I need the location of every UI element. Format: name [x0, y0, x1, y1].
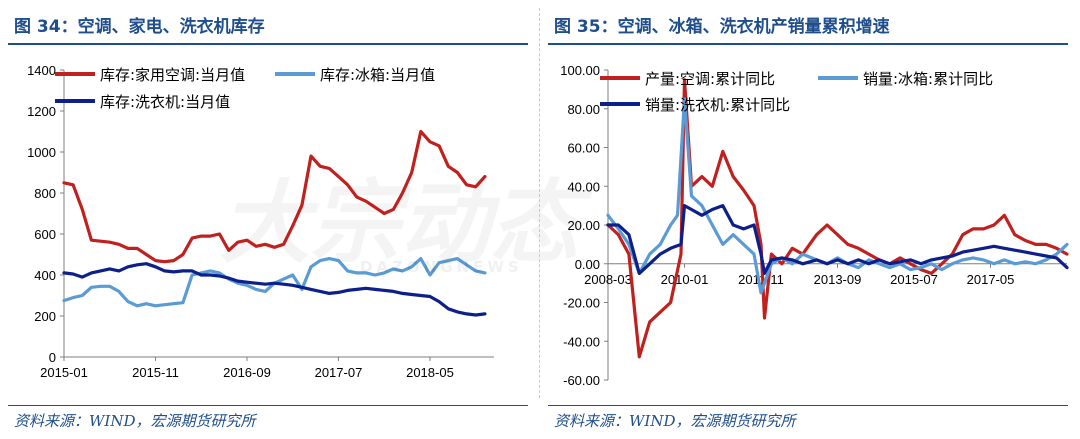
y-tick-label: 800 — [34, 186, 56, 201]
x-tick-label: 2011-11 — [738, 272, 784, 287]
y-tick-label: -60.00 — [563, 373, 600, 388]
watermark: 大宗动态 — [220, 150, 580, 280]
y-tick-label: 80.00 — [567, 102, 600, 117]
x-tick-label: 2017-05 — [967, 272, 1015, 287]
series-line — [606, 204, 1069, 275]
y-tick-label: 1000 — [27, 145, 56, 160]
footer-rule — [8, 405, 528, 406]
legend-label: 产量:空调:累计同比 — [645, 70, 775, 88]
y-tick-label: 0 — [49, 350, 56, 365]
x-tick-label: 2015-11 — [132, 365, 179, 380]
y-tick-label: -20.00 — [563, 296, 600, 311]
y-tick-label: 400 — [34, 268, 56, 283]
y-tick-label: 40.00 — [567, 179, 600, 194]
chart-title-inventory: 图 34：空调、家电、洗衣机库存 — [14, 17, 265, 37]
y-tick-label: 600 — [34, 227, 56, 242]
x-tick-label: 2008-03 — [584, 272, 632, 287]
y-tick-label: 0.00 — [575, 257, 600, 272]
x-tick-label: 2015-07 — [890, 272, 938, 287]
x-tick-label: 2013-09 — [814, 272, 862, 287]
y-tick-label: 100.00 — [560, 63, 600, 78]
series-line — [62, 262, 487, 317]
y-tick-label: 20.00 — [567, 218, 600, 233]
legend-label: 库存:洗衣机:当月值 — [100, 93, 230, 111]
title-rule — [548, 43, 1068, 45]
inventory-line-chart: 0 200 400 600 800 1000 1200 1400 2015-01 2015-11 2… — [27, 63, 494, 380]
y-tick-label: 1400 — [27, 63, 56, 78]
source-note: 资料来源：WIND，宏源期货研究所 — [554, 412, 796, 430]
y-tick-label: 1200 — [27, 104, 56, 119]
title-rule — [8, 43, 528, 45]
panel-divider — [539, 8, 540, 398]
growth-line-chart: -60.00 -40.00 -20.00 0.00 20.00 40.00 60.00 80.… — [560, 63, 1069, 388]
x-tick-label: 2016-09 — [223, 365, 271, 380]
x-tick-label: 2010-01 — [661, 272, 709, 287]
chart-panel-inventory: 图 34：空调、家电、洗衣机库存 大宗动态 0 200 400 600 800 1000 1… — [8, 17, 580, 430]
legend-label: 库存:冰箱:当月值 — [320, 66, 435, 84]
x-tick-label: 2015-01 — [40, 365, 88, 380]
legend-label: 库存:家用空调:当月值 — [100, 66, 245, 84]
legend-label: 销量:洗衣机:累计同比 — [645, 96, 790, 114]
footer-rule — [548, 405, 1068, 406]
chart-panel-growth: 图 35：空调、冰箱、洗衣机产销量累积增速 DAZONGNEWS -60.00-… — [360, 0, 1080, 439]
x-tick-label: 2017-07 — [315, 365, 363, 380]
x-tick-label: 2018-05 — [406, 365, 454, 380]
chart-title-growth: 图 35：空调、冰箱、洗衣机产销量累积增速 — [554, 17, 890, 37]
legend-label: 销量:冰箱:累计同比 — [863, 70, 993, 88]
watermark-sub: DAZONGNEWS — [360, 258, 523, 276]
series-line — [62, 129, 487, 264]
y-tick-label: 60.00 — [567, 141, 600, 156]
source-note: 资料来源：WIND，宏源期货研究所 — [14, 412, 256, 430]
y-tick-label: 200 — [34, 309, 56, 324]
y-tick-label: -40.00 — [563, 334, 600, 349]
